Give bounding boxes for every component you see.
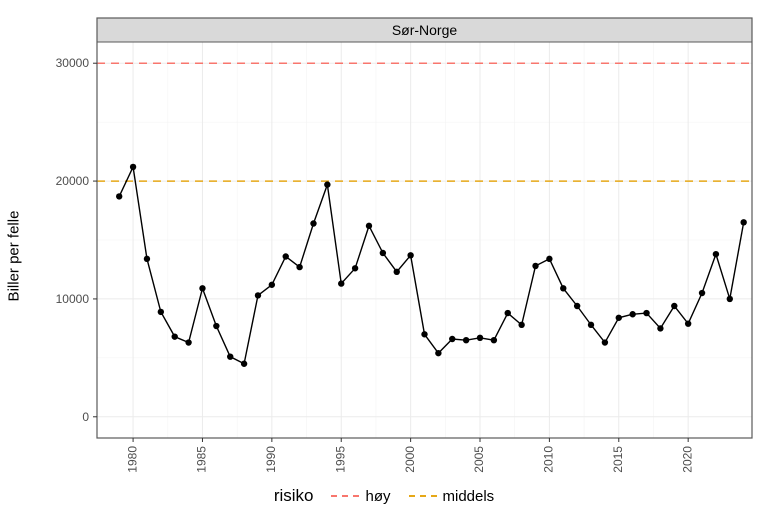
legend-swatch-hoy xyxy=(331,495,359,497)
x-tick-label: 2015 xyxy=(611,446,625,473)
data-point xyxy=(213,323,219,329)
data-point xyxy=(532,263,538,269)
data-point xyxy=(407,252,413,258)
data-point xyxy=(518,322,524,328)
data-point xyxy=(199,285,205,291)
y-axis-title: Biller per felle xyxy=(6,211,23,302)
x-tick-label: 1985 xyxy=(195,446,209,473)
data-point xyxy=(574,303,580,309)
data-point xyxy=(394,269,400,275)
data-point xyxy=(699,290,705,296)
panel-title: Sør-Norge xyxy=(392,22,458,38)
legend-item-middels: middels xyxy=(409,488,495,505)
data-point xyxy=(296,264,302,270)
data-point xyxy=(463,337,469,343)
data-point xyxy=(657,325,663,331)
y-tick-label: 10000 xyxy=(56,292,90,306)
data-point xyxy=(435,350,441,356)
data-point xyxy=(352,265,358,271)
data-point xyxy=(505,310,511,316)
data-point xyxy=(172,333,178,339)
data-point xyxy=(560,285,566,291)
y-tick-label: 20000 xyxy=(56,174,90,188)
data-point xyxy=(144,256,150,262)
data-point xyxy=(616,315,622,321)
chart-svg: Sør-Norge 1980 1985 1990 1995 2000 2005 2010 201… xyxy=(0,0,768,512)
data-point xyxy=(421,331,427,337)
data-point xyxy=(255,292,261,298)
legend-title: risiko xyxy=(274,486,314,506)
x-tick-label: 1990 xyxy=(264,446,278,473)
data-point xyxy=(713,251,719,257)
data-point xyxy=(269,282,275,288)
data-point xyxy=(740,219,746,225)
data-point xyxy=(588,322,594,328)
data-point xyxy=(491,337,497,343)
data-point xyxy=(727,296,733,302)
data-point xyxy=(366,223,372,229)
x-tick-label: 2020 xyxy=(680,446,694,473)
x-tick-label: 2010 xyxy=(542,446,556,473)
legend-label-middels: middels xyxy=(443,488,495,505)
data-point xyxy=(671,303,677,309)
chart-container: Biller per felle Sør-Norge 1980 1985 1990 19… xyxy=(0,0,768,512)
data-point xyxy=(158,309,164,315)
data-point xyxy=(643,310,649,316)
data-point xyxy=(338,280,344,286)
legend-swatch-middels xyxy=(409,495,437,497)
legend-label-hoy: høy xyxy=(365,488,390,505)
data-point xyxy=(685,320,691,326)
x-tick-label: 2000 xyxy=(403,446,417,473)
data-point xyxy=(227,353,233,359)
data-point xyxy=(185,339,191,345)
data-point xyxy=(241,361,247,367)
data-point xyxy=(380,250,386,256)
data-point xyxy=(283,253,289,259)
data-point xyxy=(602,339,608,345)
y-tick-label: 0 xyxy=(82,410,89,424)
x-tick-label: 1995 xyxy=(333,446,347,473)
legend-item-hoy: høy xyxy=(331,488,390,505)
data-point xyxy=(324,181,330,187)
data-point xyxy=(130,164,136,170)
data-point xyxy=(449,336,455,342)
data-point xyxy=(629,311,635,317)
y-tick-label: 30000 xyxy=(56,56,90,70)
legend: risiko høy middels xyxy=(0,486,768,506)
x-tick-label: 2005 xyxy=(472,446,486,473)
data-point xyxy=(477,335,483,341)
x-tick-label: 1980 xyxy=(125,446,139,473)
data-point xyxy=(116,193,122,199)
data-point xyxy=(546,256,552,262)
data-point xyxy=(310,220,316,226)
